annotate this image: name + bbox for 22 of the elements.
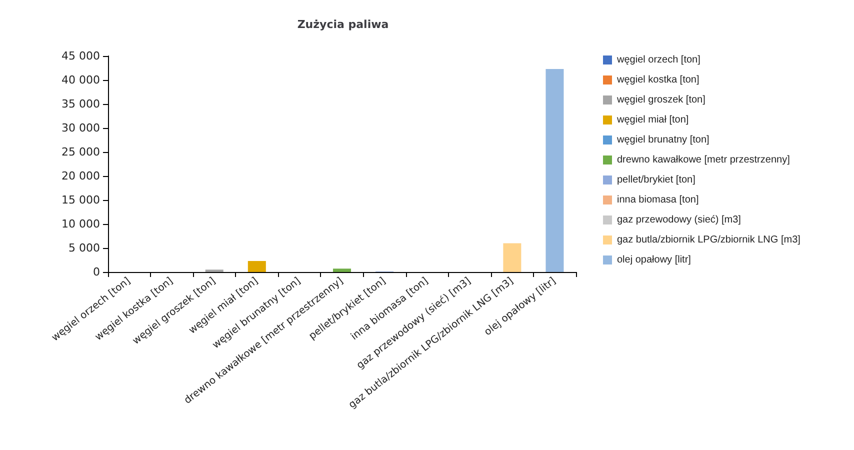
y-tick-label: 30 000 <box>62 122 100 134</box>
legend-label: węgiel groszek [ton] <box>616 94 706 106</box>
y-tick-label: 5 000 <box>68 242 100 254</box>
legend-label: węgiel kostka [ton] <box>616 74 700 86</box>
legend-label: drewno kawałkowe [metr przestrzenny] <box>617 154 790 166</box>
y-tick-label: 20 000 <box>62 170 100 182</box>
y-tick-label: 40 000 <box>62 74 100 86</box>
legend-label: węgiel orzech [ton] <box>616 54 701 66</box>
legend-label: węgiel brunatny [ton] <box>616 134 710 146</box>
legend-label: węgiel miał [ton] <box>616 114 689 126</box>
y-tick-label: 35 000 <box>62 98 100 110</box>
y-tick-label: 25 000 <box>62 146 100 158</box>
legend-label: inna biomasa [ton] <box>617 194 699 206</box>
legend-label: olej opałowy [litr] <box>617 254 692 266</box>
y-tick-label: 45 000 <box>62 50 100 62</box>
y-tick-label: 0 <box>93 266 100 278</box>
y-tick-label: 10 000 <box>62 218 100 230</box>
chart-title: Zużycia paliwa <box>297 18 389 31</box>
legend-label: gaz przewodowy (sieć) [m3] <box>617 214 742 226</box>
legend-label: pellet/brykiet [ton] <box>617 174 696 186</box>
legend-label: gaz butla/zbiornik LPG/zbiornik LNG [m3] <box>617 234 801 246</box>
y-tick-label: 15 000 <box>62 194 100 206</box>
